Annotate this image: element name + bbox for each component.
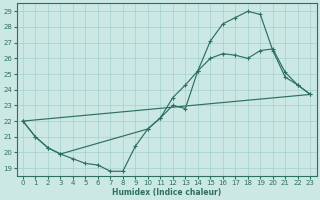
X-axis label: Humidex (Indice chaleur): Humidex (Indice chaleur) xyxy=(112,188,221,197)
